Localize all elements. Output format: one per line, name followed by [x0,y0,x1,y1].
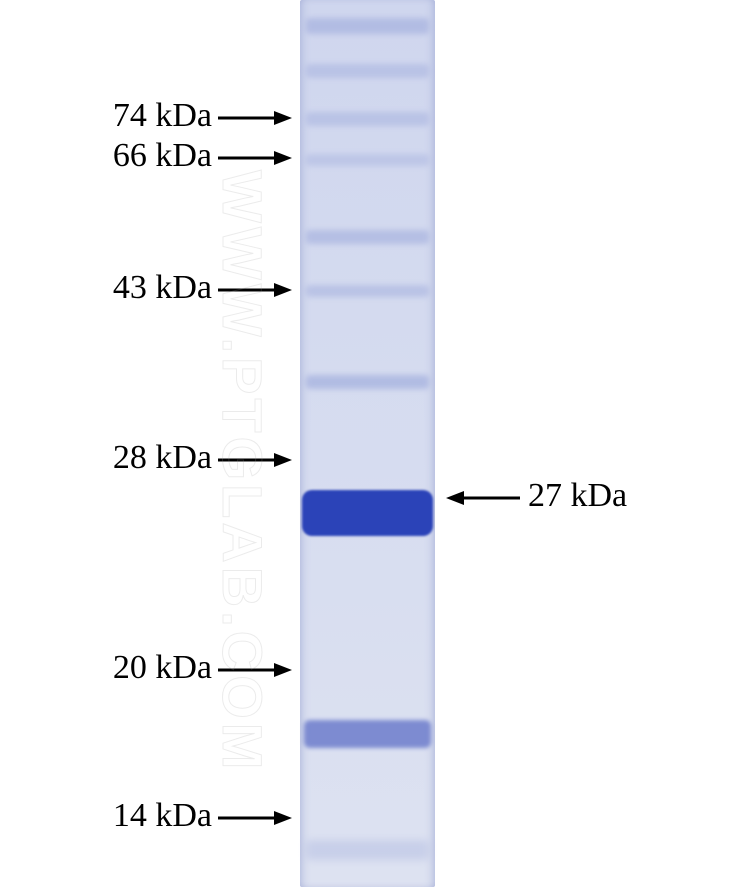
gel-figure: 74 kDa 66 kDa 43 kDa 28 kDa 20 kDa 14 kD… [0,0,740,887]
gel-lane [300,0,435,887]
gel-band [306,64,429,78]
gel-band [304,720,431,748]
gel-band [306,18,429,34]
sample-label: 27 kDa [528,477,627,515]
gel-band [306,285,429,297]
gel-band [306,375,429,389]
gel-band [302,490,433,536]
gel-band [306,112,429,126]
gel-band [306,840,429,860]
gel-band [306,154,429,166]
gel-band [306,230,429,244]
